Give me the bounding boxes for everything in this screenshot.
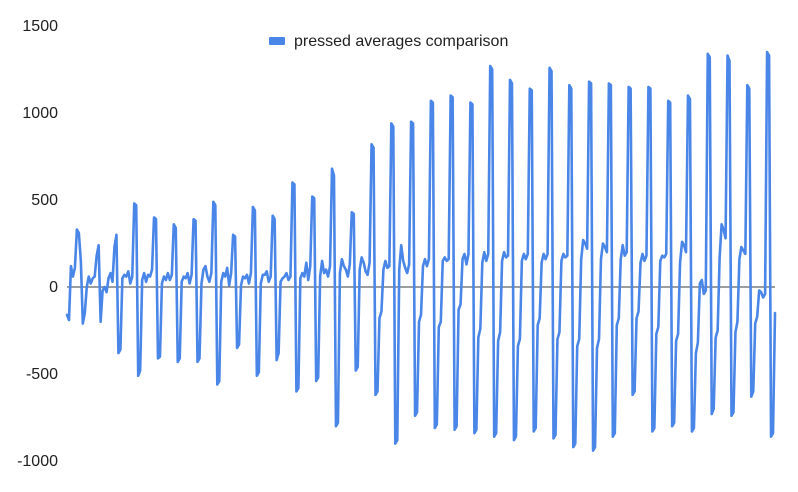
y-tick-label: -500 xyxy=(26,366,58,383)
y-tick-label: -1000 xyxy=(17,453,58,470)
y-tick-label: 1500 xyxy=(22,18,58,35)
legend-swatch xyxy=(269,37,285,45)
series-group xyxy=(65,50,777,452)
y-tick-label: 500 xyxy=(31,192,58,209)
series-line-0 xyxy=(65,50,777,452)
legend-label: pressed averages comparison xyxy=(294,33,508,50)
y-axis-labels: -1000 -500 0 500 1000 1500 xyxy=(17,18,58,470)
y-tick-label: 1000 xyxy=(22,105,58,122)
legend: pressed averages comparison xyxy=(269,33,508,50)
y-tick-label: 0 xyxy=(49,279,58,296)
